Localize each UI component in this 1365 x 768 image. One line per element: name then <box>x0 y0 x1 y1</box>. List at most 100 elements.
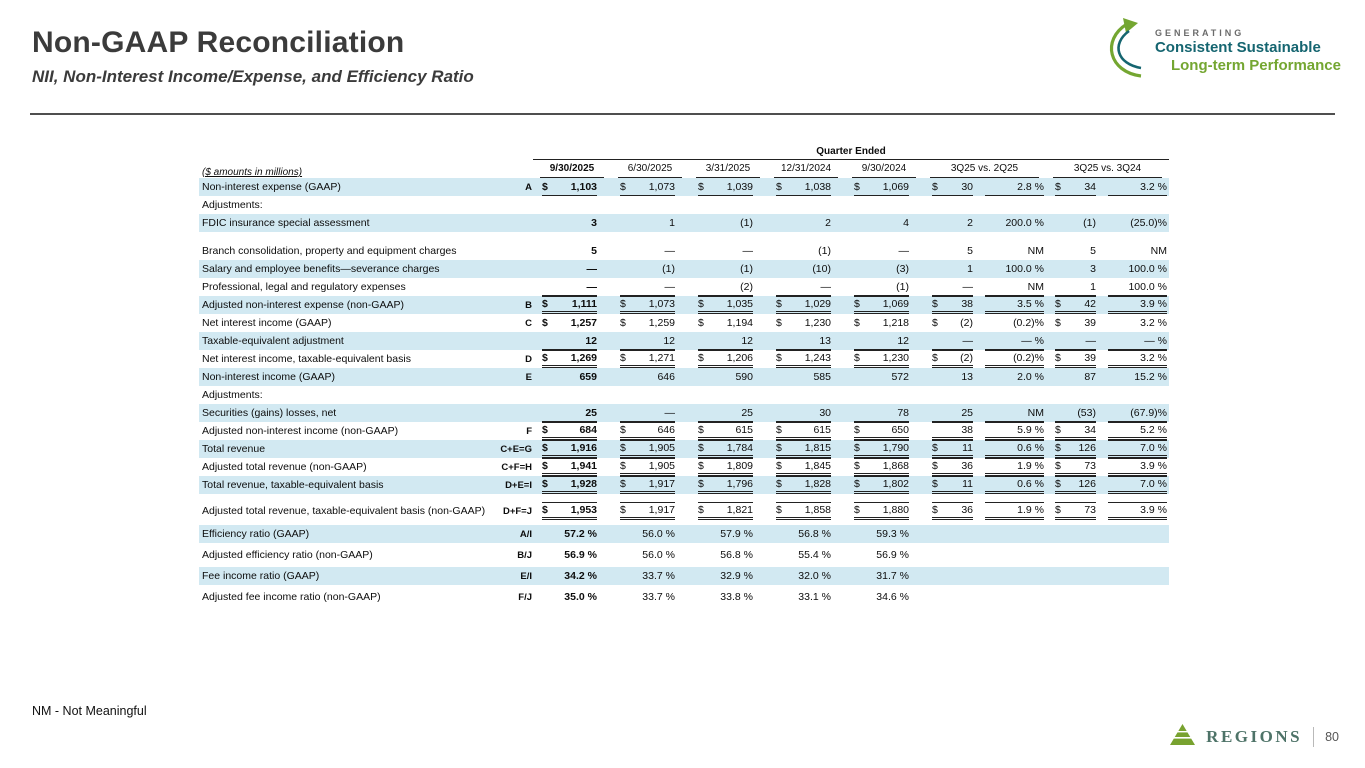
value-cell: 0.6 % <box>979 476 1046 494</box>
table-row: Total revenue, taxable-equivalent basis D… <box>199 476 1169 494</box>
value-cell: $34 <box>1046 178 1102 196</box>
value-cell: 35.0 % <box>564 591 597 603</box>
row-ref <box>499 242 533 260</box>
value-cell: 13 <box>767 332 845 350</box>
value-cell <box>1102 567 1169 585</box>
row-ref: C <box>525 317 532 329</box>
value-cell <box>689 386 767 404</box>
row-ref: A <box>525 181 532 193</box>
value-cell: 56.8 % <box>798 528 831 540</box>
value-cell: 3.5 % <box>979 296 1046 314</box>
column-header-q4: 12/31/2024 <box>767 160 845 178</box>
value-cell: 2.0 % <box>1017 371 1044 383</box>
value-cell: 12 <box>845 332 923 350</box>
value-cell: 5 <box>591 245 597 257</box>
value-cell: $1,821 <box>689 502 767 520</box>
row-ref: C+E=G <box>500 443 532 455</box>
brand-tagline-line2: Long-term Performance <box>1170 56 1341 74</box>
row-ref <box>499 260 533 278</box>
value-cell: 3.9 % <box>1102 502 1169 520</box>
row-ref <box>499 196 533 214</box>
table-row: Adjusted total revenue (non-GAAP) C+F=H $1… <box>199 458 1169 476</box>
value-cell: 7.0 % <box>1102 476 1169 494</box>
value-cell: 56.8 % <box>720 549 753 561</box>
value-cell: $1,880 <box>845 502 923 520</box>
spacer-row <box>199 232 1169 242</box>
value-cell <box>979 567 1046 585</box>
value-cell: 3 <box>1090 263 1096 275</box>
value-cell <box>979 386 1046 404</box>
value-cell: 13 <box>961 371 973 383</box>
value-cell: 100.0 % <box>1128 263 1167 275</box>
table-row: Securities (gains) losses, net 25—25 30 78 2… <box>199 404 1169 422</box>
value-cell: 12 <box>689 332 767 350</box>
value-cell: 25 <box>923 404 979 422</box>
value-cell: $1,802 <box>845 476 923 494</box>
value-cell: $1,038 <box>767 178 845 196</box>
value-cell: $1,039 <box>689 178 767 196</box>
value-cell: — <box>923 278 979 296</box>
value-cell: 5.9 % <box>979 422 1046 440</box>
value-cell: 3.9 % <box>1102 458 1169 476</box>
page-subtitle: NII, Non-Interest Income/Expense, and Ef… <box>32 67 474 86</box>
table-row: Non-interest expense (GAAP) A $1,103 $1,073… <box>199 178 1169 196</box>
value-cell: 2 <box>967 217 973 229</box>
value-cell: $1,257 <box>542 317 597 329</box>
value-cell <box>923 588 979 606</box>
table-row: Branch consolidation, property and equip… <box>199 242 1169 260</box>
column-header-row: ($ amounts in millions) 9/30/2025 6/30/2… <box>199 160 1169 178</box>
value-cell: (25.0)% <box>1130 217 1167 229</box>
value-cell: $1,111 <box>533 296 611 314</box>
value-cell <box>1046 588 1102 606</box>
value-cell: (1) <box>740 263 753 275</box>
row-label: Net interest income, taxable-equivalent … <box>202 353 411 365</box>
table-row: Total revenue C+E=G $1,916 $1,905 $1,784 $1,8… <box>199 440 1169 458</box>
value-cell <box>611 196 689 214</box>
non-gaap-table-container: Quarter Ended ($ amounts in millions) 9/… <box>199 146 1169 606</box>
value-cell: 1 <box>967 263 973 275</box>
value-cell: $30 <box>923 178 979 196</box>
value-cell: 38 <box>923 422 979 440</box>
value-cell: 56.9 % <box>564 549 597 561</box>
value-cell <box>923 546 979 564</box>
value-cell <box>767 196 845 214</box>
brand-tagline-generating: GENERATING <box>1154 28 1245 39</box>
value-cell: 55.4 % <box>798 549 831 561</box>
value-cell: $1,269 <box>533 350 611 368</box>
column-header-q3: 3/31/2025 <box>689 160 767 178</box>
value-cell: $1,069 <box>845 296 923 314</box>
footnote: NM - Not Meaningful <box>32 704 147 718</box>
table-row: Net interest income, taxable-equivalent … <box>199 350 1169 368</box>
value-cell: $36 <box>923 502 979 520</box>
row-ref: D+E=I <box>505 479 532 491</box>
value-cell: — <box>742 245 754 257</box>
value-cell: $615 <box>689 422 767 440</box>
value-cell: NM <box>1150 245 1167 257</box>
table-row: Taxable-equivalent adjustment 12 12 12 13 12—… <box>199 332 1169 350</box>
row-label: Efficiency ratio (GAAP) <box>202 528 310 540</box>
page-number: 80 <box>1325 730 1339 744</box>
value-cell: 33.7 % <box>642 591 675 603</box>
row-label: Net interest income (GAAP) <box>202 317 332 329</box>
table-body: Non-interest expense (GAAP) A $1,103 $1,073… <box>199 178 1169 606</box>
value-cell: (3) <box>896 263 909 275</box>
value-cell: (67.9)% <box>1102 404 1169 422</box>
value-cell: $1,230 <box>776 317 831 329</box>
row-ref: D+F=J <box>502 505 532 517</box>
value-cell: $1,230 <box>845 350 923 368</box>
footer-divider <box>1313 727 1315 747</box>
value-cell: $126 <box>1046 476 1102 494</box>
value-cell: — % <box>979 332 1046 350</box>
value-cell: 33.7 % <box>642 570 675 582</box>
value-cell: — <box>611 278 689 296</box>
column-header-q1: 9/30/2025 <box>533 160 611 178</box>
value-cell: $38 <box>923 296 979 314</box>
table-row: FDIC insurance special assessment 3 1 (1) 2 4… <box>199 214 1169 232</box>
value-cell: $34 <box>1046 422 1102 440</box>
value-cell: 30 <box>767 404 845 422</box>
table-row: Adjusted non-interest expense (non-GAAP)… <box>199 296 1169 314</box>
value-cell: $1,243 <box>767 350 845 368</box>
value-cell: 585 <box>813 371 831 383</box>
value-cell: $1,073 <box>611 296 689 314</box>
value-cell: $684 <box>533 422 611 440</box>
